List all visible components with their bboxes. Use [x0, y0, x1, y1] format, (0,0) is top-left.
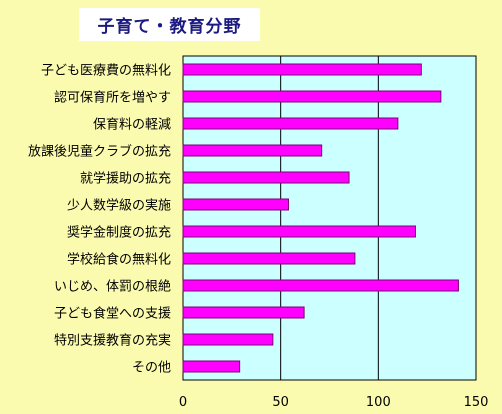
chart-title: 子育て・教育分野 [79, 8, 260, 41]
plot-area [182, 55, 477, 381]
bar [182, 360, 241, 373]
category-label: 少人数学級の実施 [67, 198, 171, 214]
bar [182, 225, 416, 238]
category-label: いじめ、体罰の根絶 [54, 279, 171, 295]
x-tick-label: 100 [366, 395, 391, 410]
x-tick-label: 0 [179, 395, 187, 410]
category-label: その他 [132, 361, 171, 376]
bar [182, 90, 442, 103]
category-label: 特別支援教育の充実 [54, 333, 171, 349]
bar [182, 252, 356, 265]
category-label: 就学援助の拡充 [80, 171, 171, 187]
bar [182, 306, 305, 319]
bar [182, 171, 350, 184]
x-tick-label: 50 [272, 395, 289, 410]
category-label: 奨学金制度の拡充 [67, 225, 171, 241]
category-label: 子ども医療費の無料化 [41, 64, 171, 79]
bar [182, 198, 289, 211]
bar [182, 144, 323, 157]
bar [182, 63, 422, 76]
bar [182, 279, 459, 292]
category-label: 学校給食の無料化 [67, 252, 171, 268]
x-tick-label: 150 [464, 395, 489, 410]
bar [182, 117, 399, 130]
category-label: 保育料の軽減 [93, 117, 171, 133]
category-label: 子ども食堂への支援 [54, 306, 171, 322]
bar [182, 333, 274, 346]
category-label: 放課後児童クラブの拡充 [28, 144, 171, 160]
category-label: 認可保育所を増やす [54, 90, 171, 106]
